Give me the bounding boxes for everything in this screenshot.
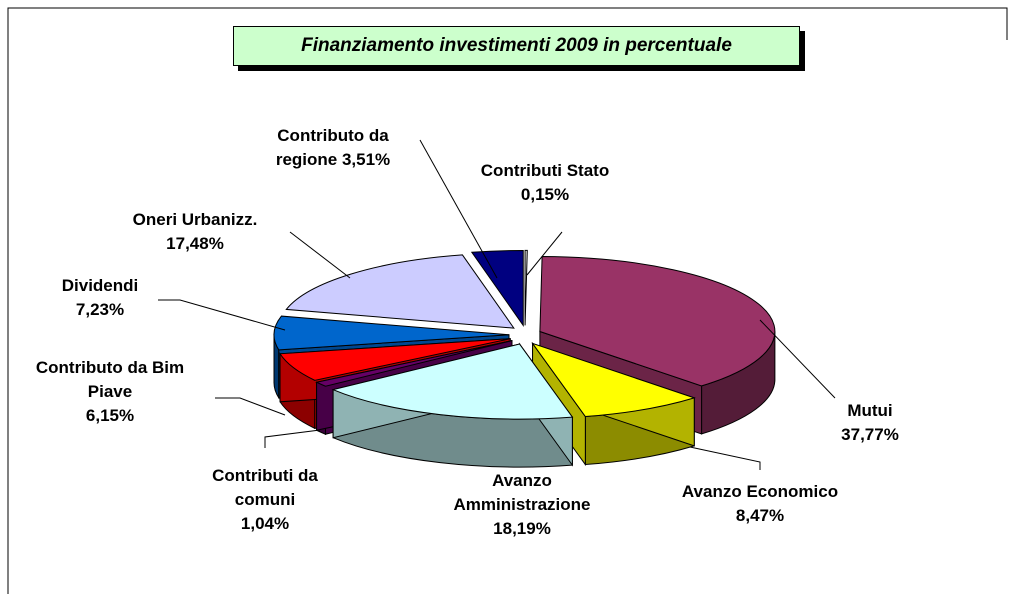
leader-line xyxy=(419,139,498,279)
slice-label: Dividendi 7,23% xyxy=(45,274,155,322)
category-label: Contributi da comuni xyxy=(212,466,318,509)
value-label: 3,51% xyxy=(341,150,391,169)
value-label: 1,04% xyxy=(240,514,290,533)
slice-label: Avanzo Amministrazione 18,19% xyxy=(442,469,602,541)
slice xyxy=(531,342,696,418)
category-label: Avanzo Amministrazione xyxy=(453,471,591,514)
slice-label: Contributi da comuni 1,04% xyxy=(200,464,330,536)
value-label: 8,47% xyxy=(735,506,785,525)
slice xyxy=(315,340,513,387)
value-label: 0,15% xyxy=(520,185,570,204)
slice xyxy=(524,249,528,326)
leader-line xyxy=(759,319,836,399)
slice xyxy=(285,254,515,329)
leader-line xyxy=(158,299,286,331)
leader-line xyxy=(215,397,286,416)
slice xyxy=(470,249,524,328)
leader-line xyxy=(264,429,321,448)
slice xyxy=(273,315,510,351)
value-label: 37,77% xyxy=(841,425,899,444)
slice-label: Contributi Stato 0,15% xyxy=(470,159,620,207)
slice xyxy=(539,255,776,387)
category-label: Contributi Stato xyxy=(480,161,610,180)
slice-label: Contributo da regione 3,51% xyxy=(253,124,413,172)
category-label: Contributo da regione xyxy=(275,126,389,169)
leader-line xyxy=(289,231,351,279)
slice xyxy=(279,338,511,381)
category-label: Oneri Urbanizz. xyxy=(132,210,258,229)
category-label: Dividendi xyxy=(61,276,139,295)
value-label: 17,48% xyxy=(166,234,224,253)
category-label: Mutui xyxy=(847,401,893,420)
value-label: 7,23% xyxy=(75,300,125,319)
value-label: 18,19% xyxy=(493,519,551,538)
slice-label: Avanzo Economico 8,47% xyxy=(655,480,865,528)
chart-frame xyxy=(7,7,1008,594)
leader-line xyxy=(689,446,761,470)
chart-title: Finanziamento investimenti 2009 in perce… xyxy=(233,26,800,66)
slice-label: Mutui 37,77% xyxy=(820,399,920,447)
category-label: Contributo da Bim Piave xyxy=(35,358,185,401)
slice-label: Contributo da Bim Piave 6,15% xyxy=(25,356,195,428)
slice-label: Oneri Urbanizz. 17,48% xyxy=(120,208,270,256)
category-label: Avanzo Economico xyxy=(681,482,839,501)
value-label: 6,15% xyxy=(85,406,135,425)
leader-line xyxy=(526,231,563,276)
slice xyxy=(331,343,574,420)
